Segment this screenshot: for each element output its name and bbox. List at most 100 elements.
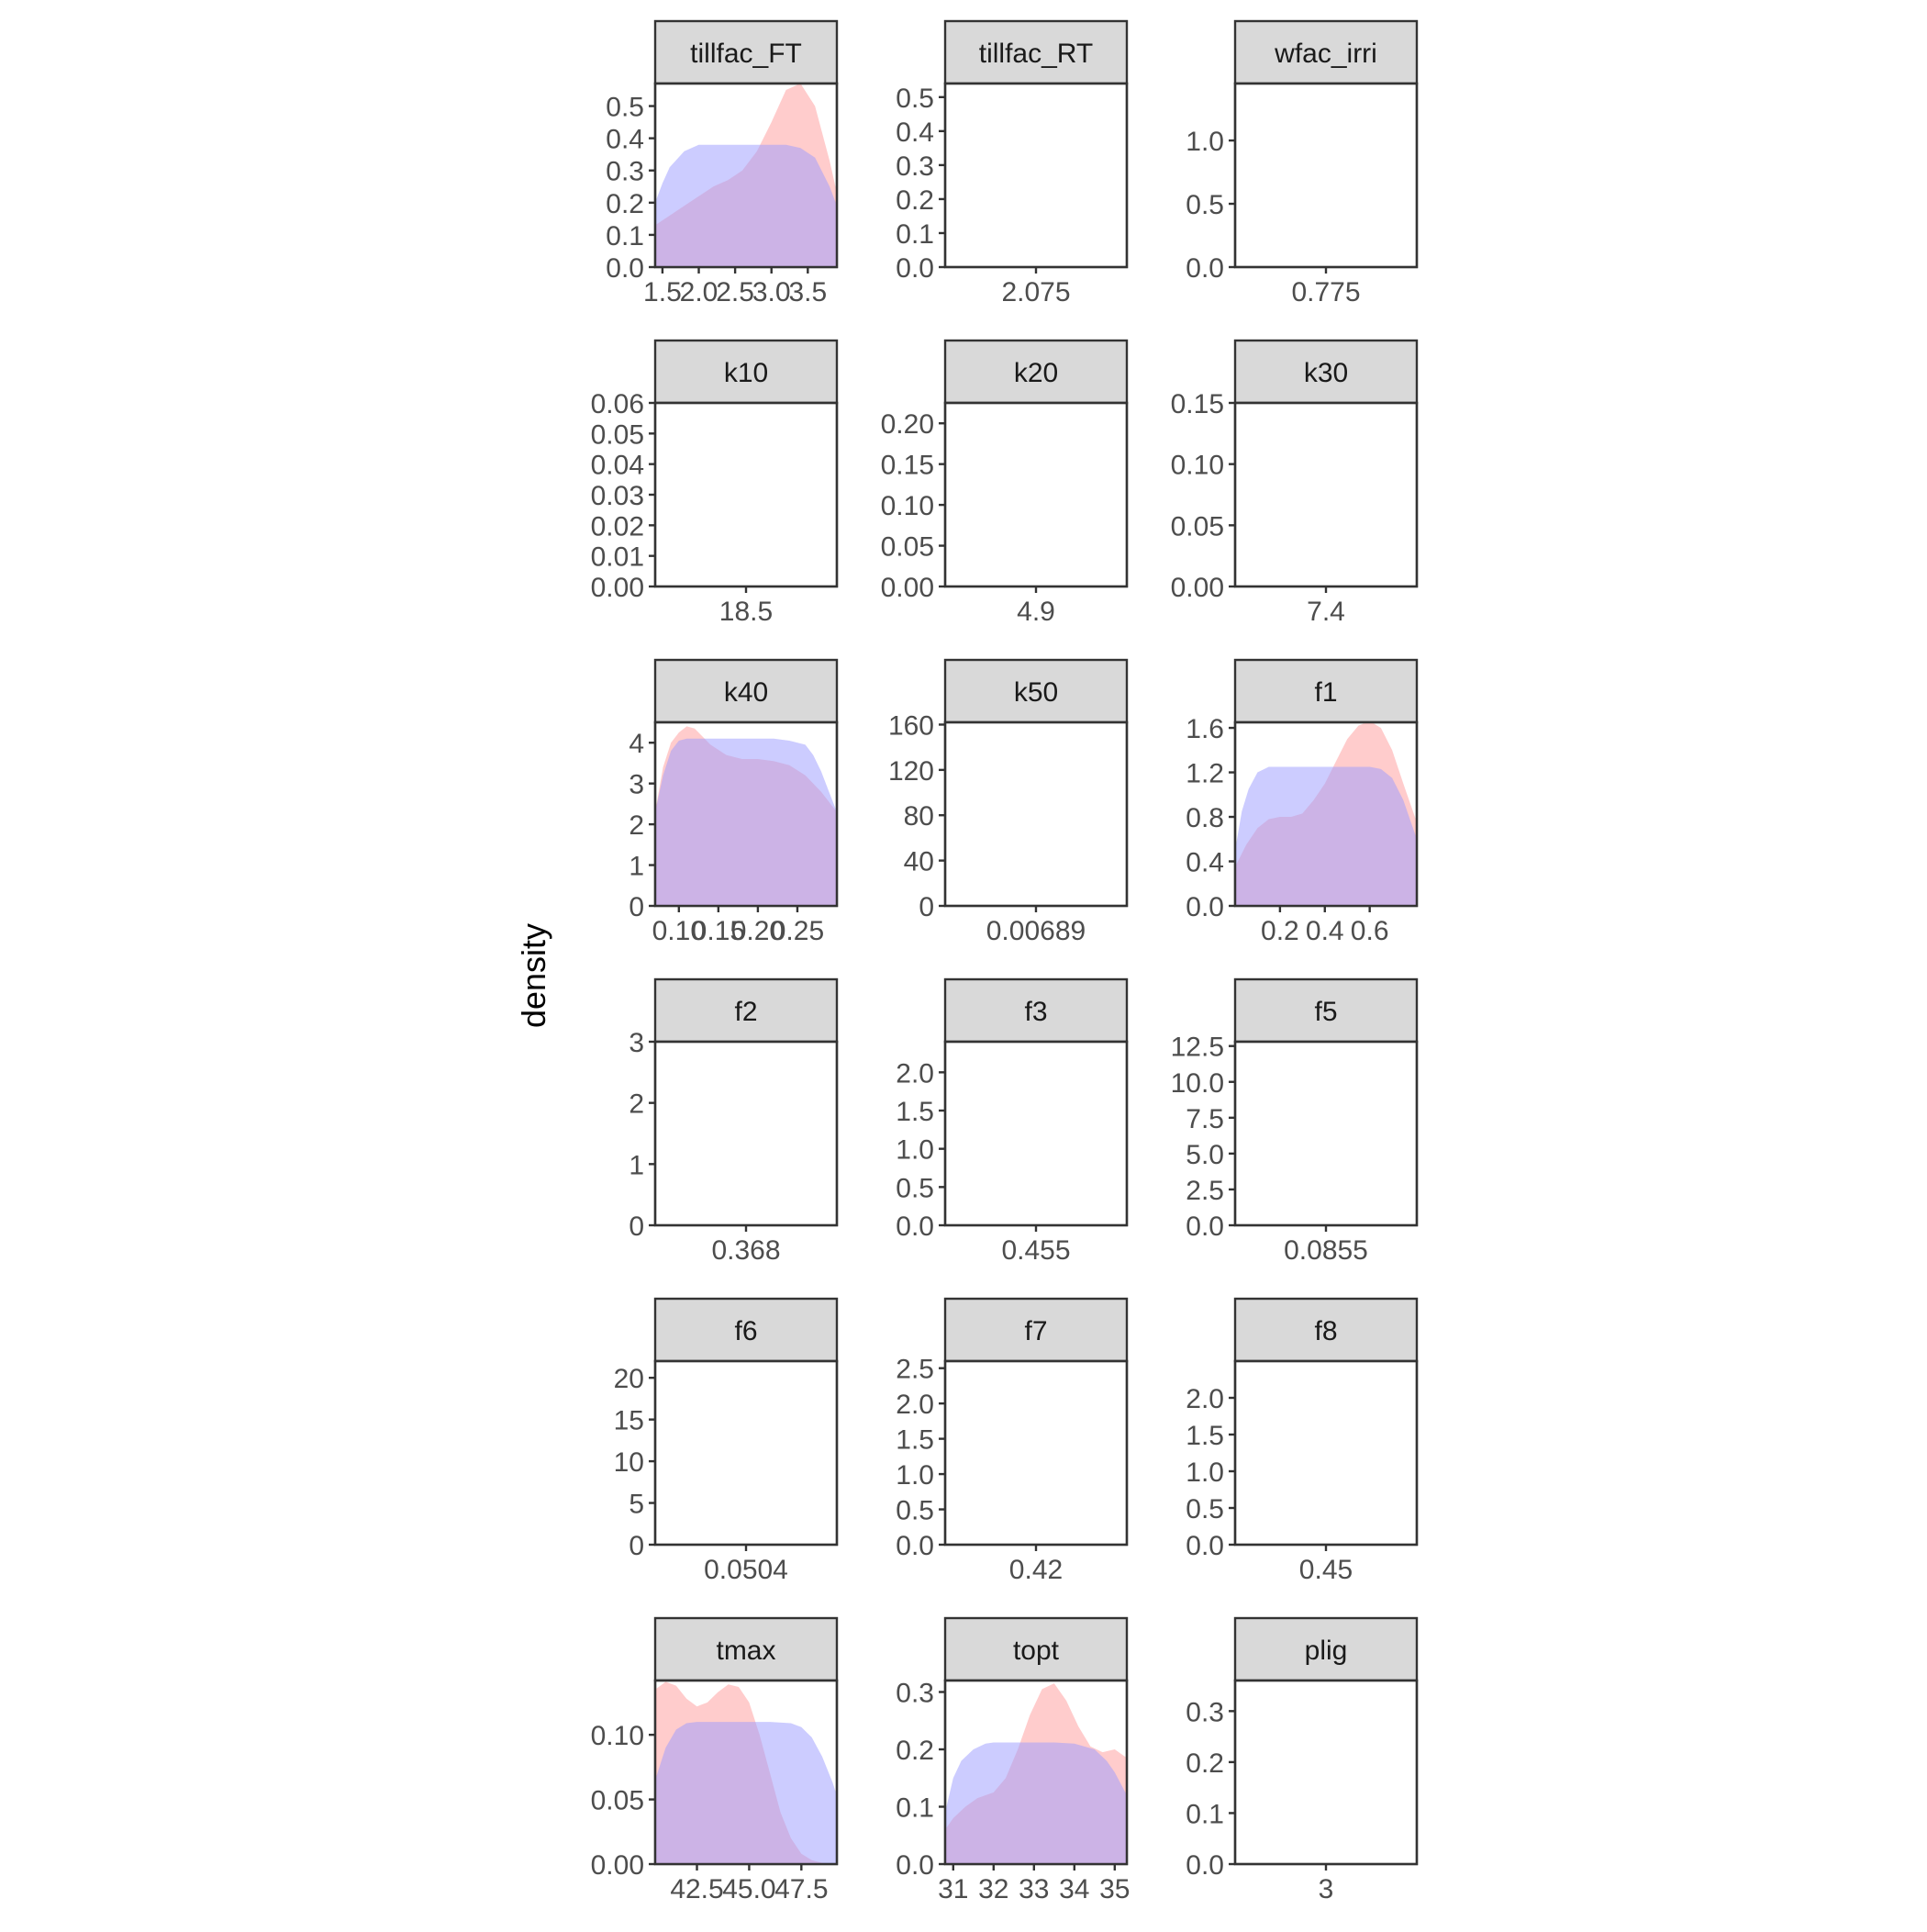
facet-strip [1233, 658, 1419, 724]
x-tick-label: 3 [1319, 1874, 1334, 1904]
y-tick-label: 1.2 [1186, 759, 1224, 789]
x-tick-label: 42.5 [670, 1874, 723, 1904]
x-tick-label: 2.5 [716, 277, 754, 307]
y-tick-label: 0 [629, 1531, 644, 1561]
y-tick-label: 10.0 [1171, 1068, 1224, 1099]
y-tick-label: 0.0 [1186, 1850, 1224, 1881]
x-tick-label: 0.45 [1299, 1555, 1353, 1585]
x-tick-label: 0.368 [711, 1235, 780, 1266]
x-tick-label: 4.9 [1017, 597, 1055, 627]
y-tick-label: 2.0 [896, 1390, 934, 1420]
x-tick-label: 34 [1059, 1874, 1089, 1904]
facet-strip-label: f6 [734, 1316, 757, 1346]
x-tick-label: 0.0855 [1284, 1235, 1368, 1266]
panel-background [943, 720, 1129, 908]
panel-background [943, 1359, 1129, 1547]
y-tick-label: 0.03 [591, 481, 644, 511]
x-tick-label: 0.00689 [986, 916, 1086, 946]
y-tick-label: 0.0 [896, 1531, 934, 1561]
x-tick-label: 0.42 [1009, 1555, 1063, 1585]
y-tick-label: 1.0 [896, 1135, 934, 1166]
facet-f6: f6 0 5 10 15 20 0.0504 [614, 1297, 839, 1585]
y-tick-label: 0.15 [881, 451, 934, 481]
y-tick-label: 2 [629, 1089, 644, 1120]
panel-background [1233, 1040, 1419, 1227]
facet-strip-label: tillfac_FT [690, 39, 802, 69]
density-area-2 [655, 738, 837, 906]
facet-strip [943, 658, 1129, 724]
facet-strip [943, 1616, 1129, 1682]
y-tick-label: 0.05 [1171, 511, 1224, 542]
x-tick-label: 47.5 [774, 1874, 828, 1904]
y-tick-label: 80 [904, 801, 934, 832]
y-tick-label: 1 [629, 1150, 644, 1180]
y-tick-label: 15 [614, 1406, 644, 1436]
panel-border [653, 720, 839, 908]
y-tick-label: 0.0 [606, 253, 644, 284]
y-tick-label: 3 [629, 1028, 644, 1058]
x-tick-label: 0.455 [1001, 1235, 1070, 1266]
panel-background [1233, 82, 1419, 269]
y-tick-label: 0.15 [1171, 389, 1224, 419]
y-tick-label: 0.0 [1186, 1212, 1224, 1242]
facet-strip [1233, 1616, 1419, 1682]
y-tick-label: 120 [888, 756, 934, 787]
x-tick-label: 0.10 [652, 916, 706, 946]
y-tick-label: 0.5 [896, 1496, 934, 1526]
y-tick-label: 0.3 [606, 157, 644, 187]
x-tick-label: 0.4 [1306, 916, 1344, 946]
y-tick-label: 0.00 [591, 1850, 644, 1881]
facet-f5: f5 0.0 2.5 5.0 7.5 10.0 12.5 0.0855 [1171, 977, 1419, 1266]
facet-tillfac-ft: tillfac_FT 0.00.10.20.30.40.5 1.52.02.53.0… [606, 19, 839, 307]
y-tick-label: 0.4 [606, 125, 644, 155]
y-tick-label: 0.0 [1186, 253, 1224, 284]
facet-tillfac-rt: tillfac_RT 0.00.10.20.30.40.5 2.075 [896, 19, 1129, 307]
y-tick-label: 0.8 [1186, 803, 1224, 833]
facet-strip [653, 339, 839, 405]
y-tick-label: 0.02 [591, 511, 644, 542]
y-tick-label: 0.2 [1186, 1748, 1224, 1779]
facet-strip-label: f3 [1024, 997, 1047, 1027]
y-tick-label: 0.05 [591, 1786, 644, 1816]
x-tick-label: 0.20 [731, 916, 785, 946]
facet-strip [653, 658, 839, 724]
facet-f3: f3 0.0 0.5 1.0 1.5 2.0 0.455 [896, 977, 1129, 1266]
facet-f2: f2 0 1 2 3 0.368 [629, 977, 839, 1266]
y-tick-label: 3 [629, 770, 644, 800]
x-tick-label: 18.5 [719, 597, 773, 627]
panel-background [653, 1040, 839, 1227]
facet-strip-label: f2 [734, 997, 757, 1027]
y-tick-label: 20 [614, 1364, 644, 1394]
facet-strip-label: k20 [1014, 358, 1058, 388]
y-tick-label: 0.2 [896, 185, 934, 216]
facet-strip-label: k50 [1014, 677, 1058, 708]
facet-strip-label: plig [1305, 1636, 1348, 1666]
x-tick-label: 2.075 [1001, 277, 1070, 307]
x-tick-label: 3.5 [788, 277, 827, 307]
facet-strip-label: k10 [724, 358, 768, 388]
x-tick-label: 0.6 [1351, 916, 1389, 946]
facet-f1: f10.00.40.81.21.60.2 0.4 0.6 [1186, 658, 1419, 946]
y-tick-label: 1.6 [1186, 714, 1224, 744]
x-tick-label: 7.4 [1307, 597, 1345, 627]
y-tick-label: 0.0 [1186, 892, 1224, 922]
facet-strip [653, 977, 839, 1044]
facet-strip [1233, 339, 1419, 405]
y-tick-label: 0.05 [591, 419, 644, 450]
y-tick-label: 0.10 [881, 491, 934, 521]
y-tick-label: 0 [629, 1212, 644, 1242]
facet-topt: topt 0.0 0.1 0.2 0.3 31 32 33 34 35 [896, 1616, 1130, 1904]
y-tick-label: 0.4 [1186, 848, 1224, 878]
y-tick-label: 1.0 [1186, 1457, 1224, 1488]
y-tick-label: 0 [919, 892, 934, 922]
x-tick-label: 35 [1099, 1874, 1130, 1904]
y-tick-label: 0.5 [896, 1173, 934, 1203]
x-tick-label: 0.775 [1291, 277, 1360, 307]
facet-k40: k40 0 1 2 3 4 0.100.150.200.25 [629, 658, 839, 946]
panel-background [653, 401, 839, 588]
y-tick-label: 0.2 [896, 1736, 934, 1766]
x-tick-label: 1.5 [643, 277, 682, 307]
facet-f8: f8 0.0 0.5 1.0 1.5 2.0 0.45 [1186, 1297, 1419, 1585]
y-tick-label: 0.04 [591, 451, 644, 481]
facet-strip-label: wfac_irri [1274, 39, 1377, 69]
